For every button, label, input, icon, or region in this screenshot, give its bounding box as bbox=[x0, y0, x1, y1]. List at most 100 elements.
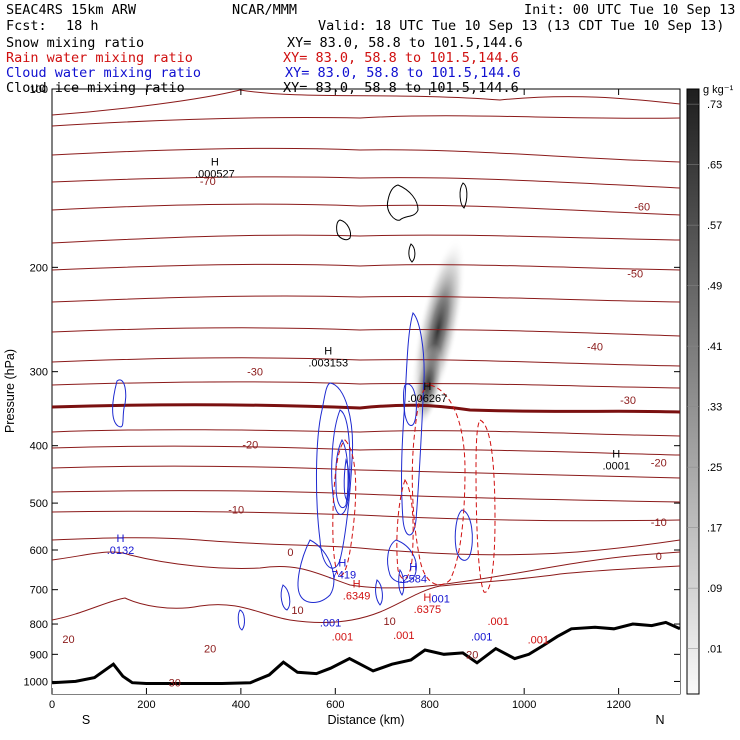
isotherm-label: -20 bbox=[242, 439, 258, 451]
rain-water-contours bbox=[332, 384, 496, 593]
high-marker: H bbox=[353, 579, 361, 591]
high-value: .0132 bbox=[107, 545, 135, 557]
contour-annotations: -70 -60 -50 -40 -30 -30 -20 -20 -10 -10 0 0 10 10 20 20… bbox=[62, 157, 666, 690]
y-tick-label: 200 bbox=[30, 262, 48, 274]
isotherm-label: -70 bbox=[200, 176, 216, 188]
high-value: .7419 bbox=[329, 569, 357, 581]
isotherm-label: 0 bbox=[656, 551, 662, 563]
colorbar: g kg⁻¹ .01 .09 .17 .25 .33 .41 .49 .57 .65 .73 bbox=[686, 84, 734, 695]
x-tick-label: 1000 bbox=[512, 699, 536, 711]
isotherm-label: 30 bbox=[169, 678, 181, 690]
y-axis-label: Pressure (hPa) bbox=[3, 349, 17, 433]
field-legend: Snow mixing ratio XY= 83.0, 58.8 to 101.… bbox=[6, 35, 523, 96]
x-tick-label: 0 bbox=[49, 699, 55, 711]
isotherm-label: -40 bbox=[587, 341, 603, 353]
contour-value-label: .001 bbox=[393, 630, 414, 642]
colorbar-label: .33 bbox=[707, 402, 722, 414]
forecast-label: Fcst: bbox=[6, 18, 47, 34]
legend-snow-xy: XY= 83.0, 58.8 to 101.5,144.6 bbox=[287, 35, 523, 51]
colorbar-label: .25 bbox=[707, 462, 722, 474]
x-tick-label: 600 bbox=[326, 699, 344, 711]
x-tick-label: 400 bbox=[232, 699, 250, 711]
contour-value-label: .001 bbox=[332, 632, 353, 644]
x-tick-label: 800 bbox=[421, 699, 439, 711]
isotherm-label: 20 bbox=[62, 634, 74, 646]
plot-frame bbox=[51, 88, 681, 695]
contour-value-label: .001 bbox=[487, 616, 508, 628]
valid-time: Valid: 18 UTC Tue 10 Sep 13 (13 CDT Tue … bbox=[318, 18, 724, 34]
isotherm-label: 20 bbox=[466, 649, 478, 661]
high-value: .000527 bbox=[195, 169, 235, 181]
y-tick-label: 900 bbox=[30, 649, 48, 661]
legend-snow-label: Snow mixing ratio bbox=[6, 35, 144, 51]
header: SEAC4RS 15km ARW NCAR/MMM Init: 00 UTC T… bbox=[6, 2, 735, 34]
colorbar-label: .49 bbox=[707, 281, 722, 293]
colorbar-label: .41 bbox=[707, 341, 722, 353]
legend-cloudice-label: Cloud ice mixing ratio bbox=[6, 80, 185, 96]
high-value: .2584 bbox=[399, 573, 427, 585]
endpoint-south: S bbox=[82, 713, 90, 727]
endpoint-north: N bbox=[655, 713, 664, 727]
y-tick-label: 600 bbox=[30, 545, 48, 557]
legend-rain-label: Rain water mixing ratio bbox=[6, 50, 193, 66]
contour-value-label: .001 bbox=[320, 617, 341, 629]
y-tick-label: 1000 bbox=[24, 676, 48, 688]
high-value: .6349 bbox=[343, 591, 371, 603]
contour-value-label: .001 bbox=[528, 635, 549, 647]
isotherm-label: -10 bbox=[228, 505, 244, 517]
high-value: .6375 bbox=[414, 604, 442, 616]
x-axis-label: Distance (km) bbox=[327, 713, 404, 727]
y-tick-label: 800 bbox=[30, 619, 48, 631]
high-value: .006267 bbox=[408, 393, 448, 405]
isotherm-label: -50 bbox=[627, 269, 643, 281]
x-axis: 0 200 400 600 800 1000 1200 bbox=[49, 89, 631, 711]
org-label: NCAR/MMM bbox=[232, 2, 297, 18]
x-tick-label: 200 bbox=[137, 699, 155, 711]
high-marker: H bbox=[423, 592, 431, 604]
isotherm-label: -30 bbox=[247, 367, 263, 379]
forecast-hour: 18 h bbox=[66, 18, 99, 34]
init-time: Init: 00 UTC Tue 10 Sep 13 bbox=[524, 2, 735, 18]
isotherms bbox=[52, 89, 680, 623]
legend-cloudice-xy: XY= 83.0, 58.8 to 101.5,144.6 bbox=[283, 80, 519, 96]
high-marker: H bbox=[116, 533, 124, 545]
isotherm-label: 0 bbox=[287, 547, 293, 559]
contour-value-label: .001 bbox=[471, 632, 492, 644]
y-tick-label: 100 bbox=[30, 84, 48, 96]
isotherm-label: -10 bbox=[651, 517, 667, 529]
colorbar-ramp bbox=[686, 88, 700, 695]
isotherm-label: -20 bbox=[651, 457, 667, 469]
colorbar-label: .73 bbox=[707, 99, 722, 111]
isotherm-label: 20 bbox=[204, 644, 216, 656]
high-value: .0001 bbox=[602, 460, 630, 472]
model-title: SEAC4RS 15km ARW bbox=[6, 2, 137, 18]
y-tick-label: 400 bbox=[30, 441, 48, 453]
colorbar-label: .57 bbox=[707, 220, 722, 232]
terrain-line bbox=[52, 620, 680, 685]
legend-cloudwater-label: Cloud water mixing ratio bbox=[6, 65, 201, 81]
isotherm-label: 10 bbox=[291, 605, 303, 617]
terrain-fill bbox=[52, 622, 680, 694]
isotherm-label: -60 bbox=[634, 202, 650, 214]
colorbar-label: .01 bbox=[707, 644, 722, 656]
y-tick-label: 300 bbox=[30, 367, 48, 379]
y-tick-label: 700 bbox=[30, 585, 48, 597]
high-value: .003153 bbox=[308, 358, 348, 370]
high-marker: H bbox=[211, 157, 219, 169]
y-tick-label: 500 bbox=[30, 498, 48, 510]
colorbar-unit: g kg⁻¹ bbox=[703, 84, 734, 96]
colorbar-label: .09 bbox=[707, 583, 722, 595]
terrain bbox=[52, 620, 680, 694]
high-marker: H bbox=[338, 557, 346, 569]
high-marker: H bbox=[423, 381, 431, 393]
high-marker: H bbox=[612, 448, 620, 460]
legend-cloudwater-xy: XY= 83.0, 58.8 to 101.5,144.6 bbox=[285, 65, 521, 81]
cloud-ice-contours bbox=[336, 182, 468, 263]
legend-rain-xy: XY= 83.0, 58.8 to 101.5,144.6 bbox=[283, 50, 519, 66]
freezing-level-isotherm bbox=[52, 403, 680, 414]
high-marker: H bbox=[324, 346, 332, 358]
isotherm-label: -30 bbox=[620, 395, 636, 407]
isotherm-label: 10 bbox=[383, 616, 395, 628]
